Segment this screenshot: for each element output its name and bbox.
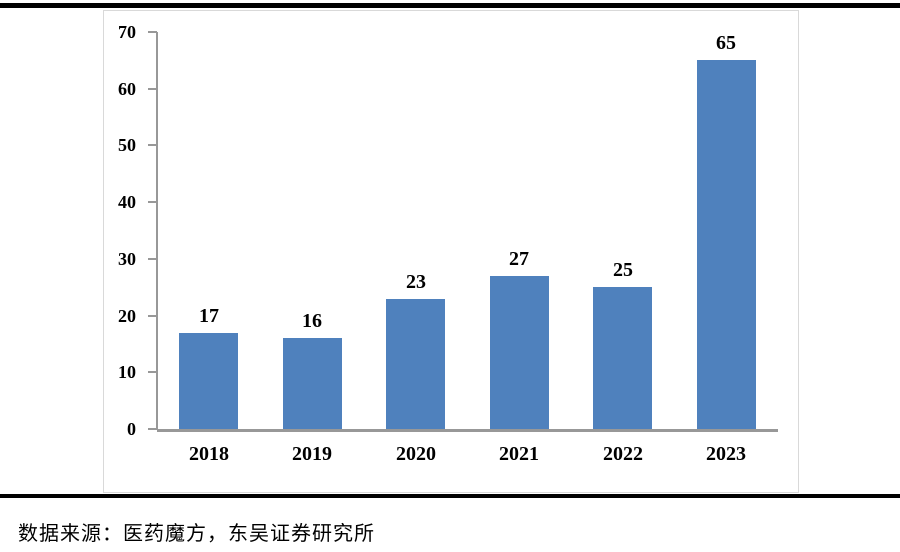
x-axis-category-label: 2019 <box>292 443 332 465</box>
y-axis-tick-label: 40 <box>118 192 136 213</box>
y-axis-tick <box>148 428 157 430</box>
bar-value-label: 16 <box>302 310 322 332</box>
bar-value-label: 27 <box>509 248 529 270</box>
chart-plot: 0 10 20 30 40 50 60 70 17 2018 16 2019 23 2020 27 2021 2… <box>104 11 798 492</box>
y-axis-tick-label: 70 <box>118 22 136 42</box>
y-axis-tick <box>148 314 157 317</box>
x-axis-category-label: 2022 <box>603 443 643 465</box>
bar-value-label: 17 <box>199 305 219 327</box>
y-axis-tick <box>148 257 157 260</box>
bar-value-label: 25 <box>613 259 633 281</box>
bar-value-label: 65 <box>716 32 736 54</box>
y-axis-tick <box>148 87 157 90</box>
source-caption: 数据来源：医药魔方，东吴证券研究所 <box>18 523 375 545</box>
y-axis-tick <box>148 201 157 204</box>
bar-2018 <box>179 333 238 429</box>
y-axis-tick-label: 30 <box>118 248 136 269</box>
x-axis-category-label: 2021 <box>499 443 539 465</box>
y-axis-tick <box>148 144 157 147</box>
y-axis-tick-label: 20 <box>118 305 136 326</box>
y-axis-tick-label: 0 <box>127 419 136 439</box>
bottom-divider <box>0 494 900 498</box>
y-axis-tick-label: 50 <box>118 135 136 156</box>
bar-2020 <box>386 299 445 429</box>
bar-2023 <box>697 60 756 429</box>
x-axis-category-label: 2023 <box>706 443 746 465</box>
chart-container: 0 10 20 30 40 50 60 70 17 2018 16 2019 23 2020 27 2021 2… <box>103 10 799 493</box>
y-axis-tick <box>148 371 157 374</box>
x-axis-category-label: 2020 <box>396 443 436 465</box>
bar-value-label: 23 <box>406 271 426 293</box>
bar-2021 <box>490 276 549 429</box>
y-axis-line <box>156 32 158 429</box>
bar-2019 <box>283 338 342 429</box>
y-axis-tick <box>148 31 157 33</box>
x-axis-category-label: 2018 <box>189 443 229 465</box>
bar-2022 <box>593 287 652 429</box>
y-axis-tick-label: 60 <box>118 78 136 99</box>
y-axis-tick-label: 10 <box>118 362 136 383</box>
x-axis-line <box>157 429 778 432</box>
top-divider <box>0 3 900 8</box>
